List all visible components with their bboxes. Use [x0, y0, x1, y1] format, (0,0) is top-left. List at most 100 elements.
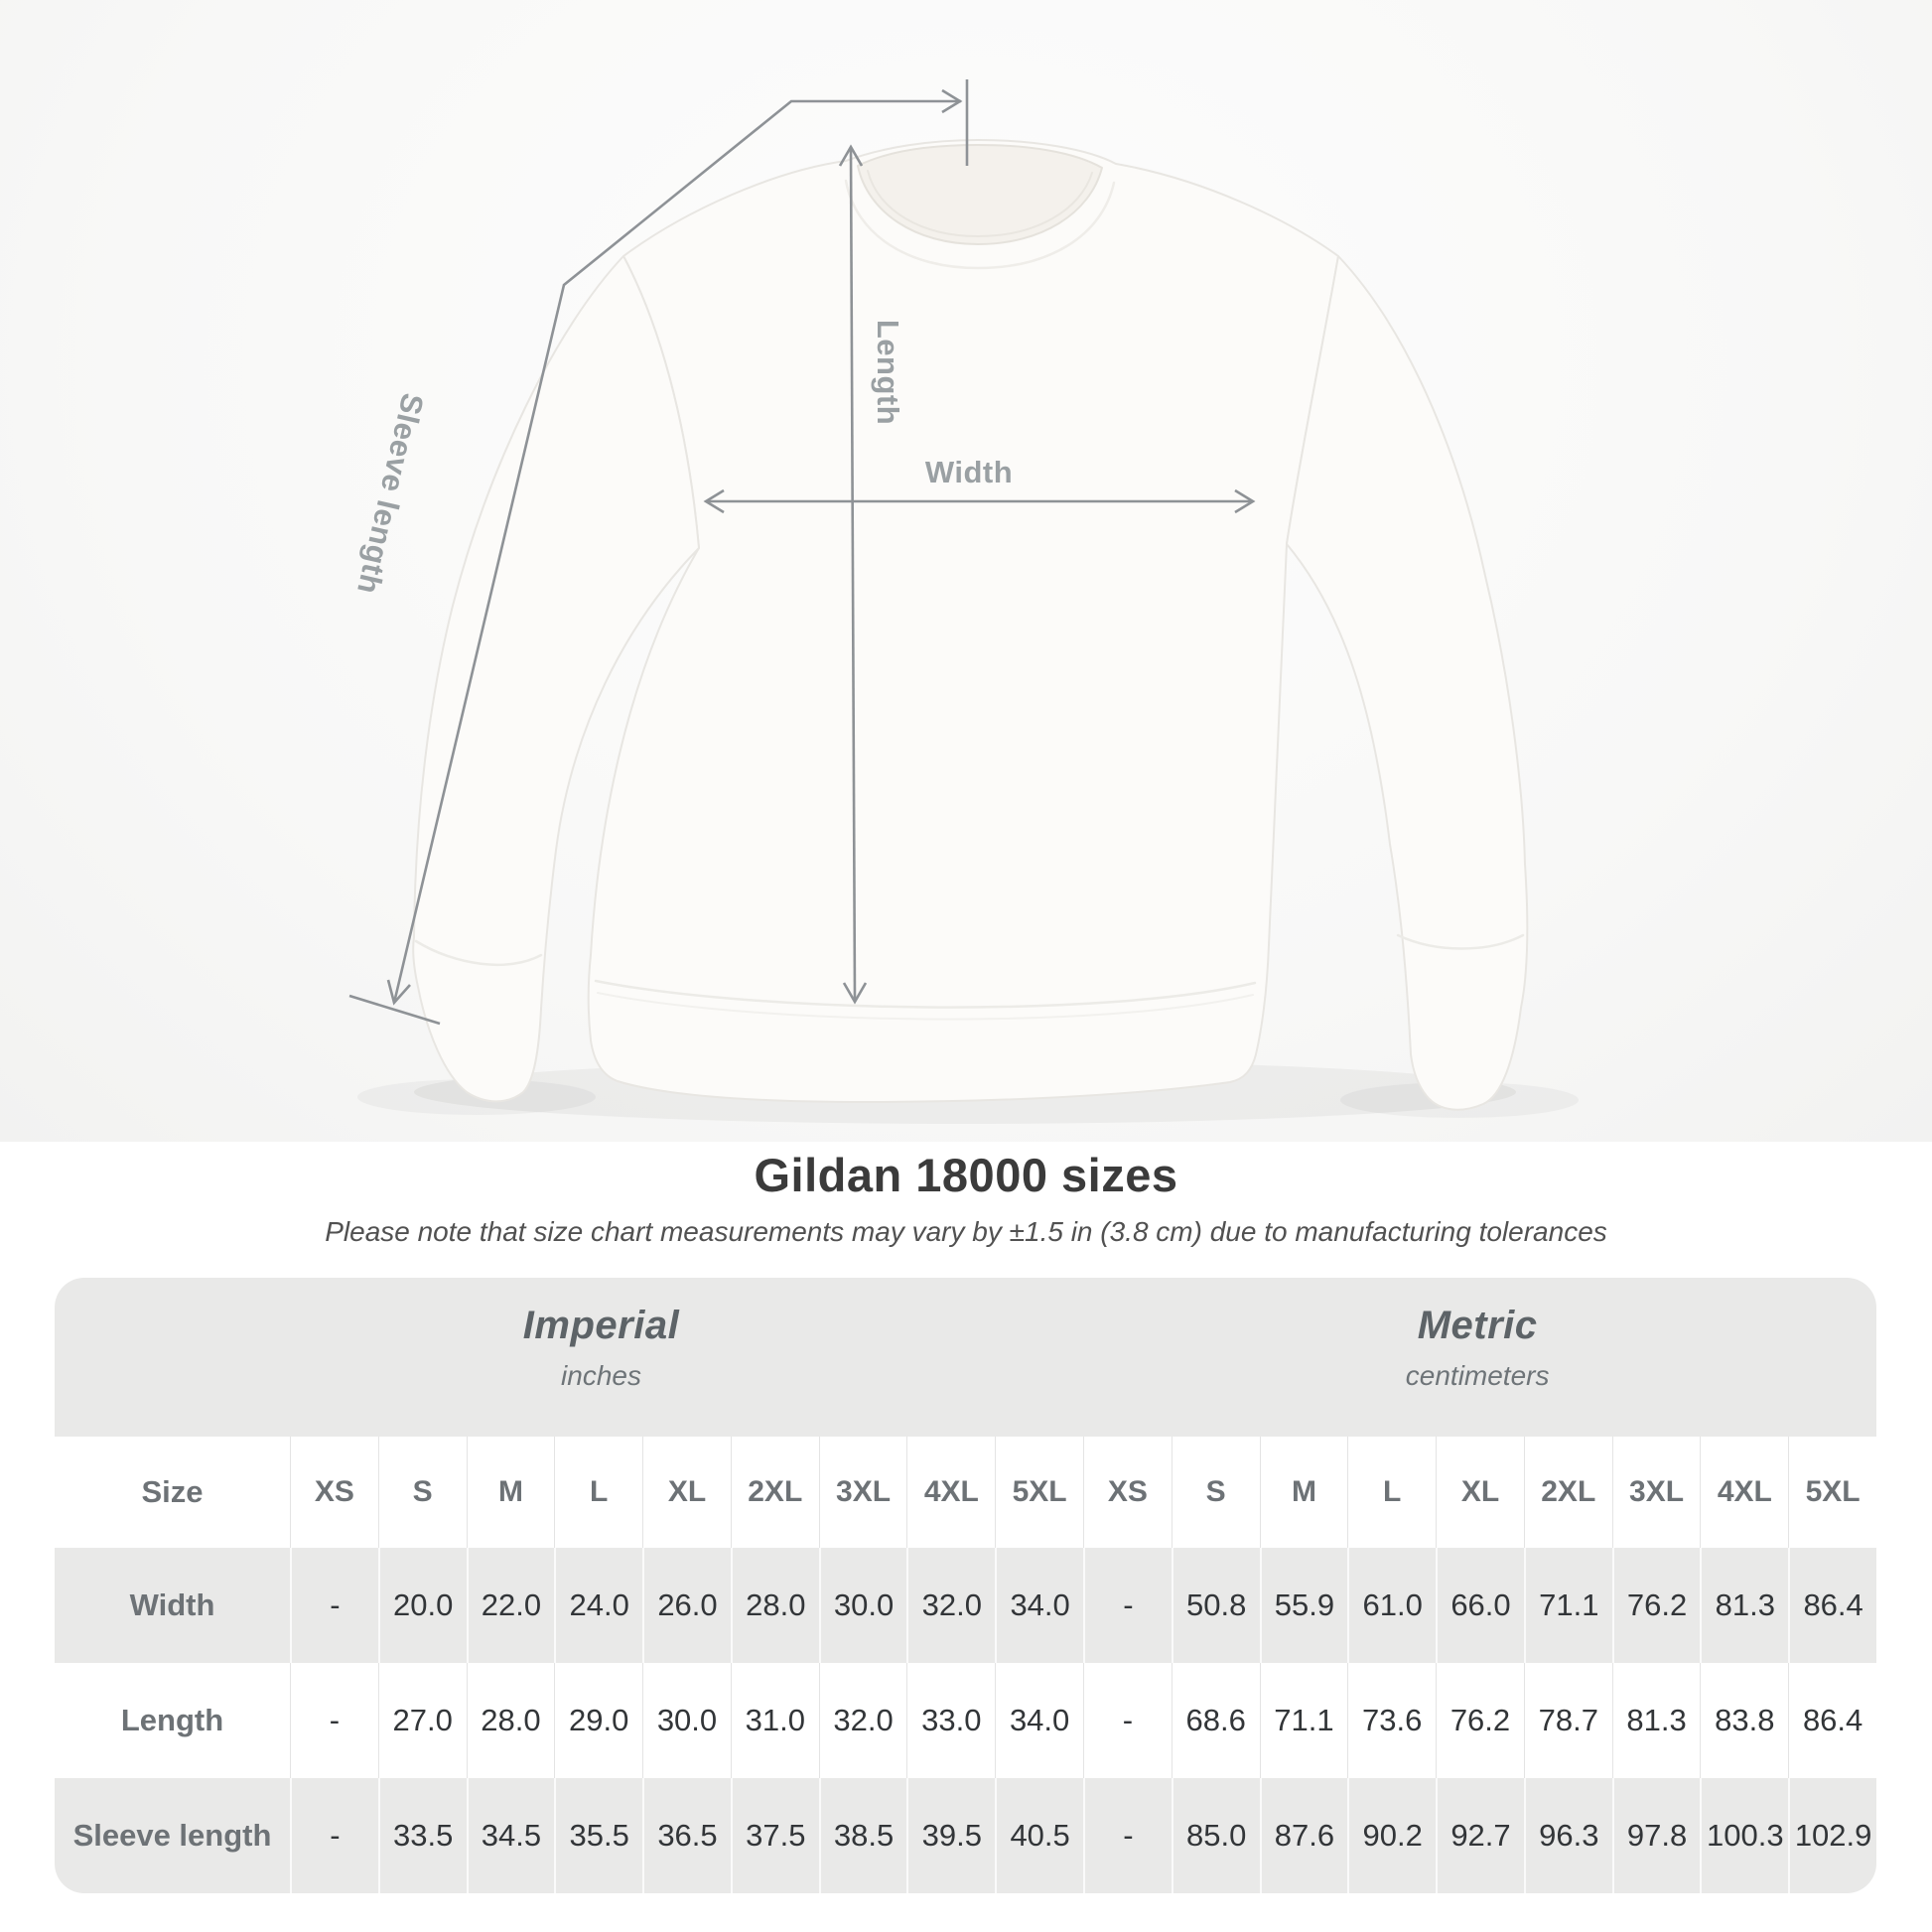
size-header-cell: M	[1259, 1437, 1348, 1548]
value-cell: -	[290, 1663, 378, 1778]
waistband-seam	[594, 979, 1257, 1009]
value-cell: 28.0	[466, 1663, 555, 1778]
value-cell: 22.0	[466, 1548, 555, 1663]
size-header-cell: 2XL	[1523, 1437, 1612, 1548]
value-cell: 35.5	[554, 1778, 642, 1893]
value-cell: 55.9	[1259, 1548, 1348, 1663]
size-header-cell: 5XL	[1788, 1437, 1876, 1548]
value-cell: 87.6	[1259, 1778, 1348, 1893]
page-title: Gildan 18000 sizes	[754, 1149, 1178, 1201]
value-cell: 34.0	[995, 1663, 1083, 1778]
value-cell: 38.5	[818, 1778, 907, 1893]
value-cell: -	[1083, 1663, 1172, 1778]
size-header-cell: XS	[290, 1437, 378, 1548]
size-header-cell: 3XL	[1611, 1437, 1701, 1548]
value-cell: 30.0	[818, 1548, 907, 1663]
imperial-group-unit: inches	[561, 1360, 641, 1391]
size-header-cell: S	[1171, 1437, 1260, 1548]
width-measure-line	[703, 488, 1256, 514]
left-cuff-seam	[414, 939, 543, 966]
size-header-cell: 3XL	[818, 1437, 907, 1548]
value-cell: 100.3	[1700, 1778, 1788, 1893]
size-header-cell: 4XL	[906, 1437, 996, 1548]
value-cell: 66.0	[1436, 1548, 1524, 1663]
size-header-cell: 2XL	[730, 1437, 819, 1548]
row-label-cell: Width	[129, 1587, 215, 1622]
value-cell: 34.5	[466, 1778, 555, 1893]
unit-group-band: Imperial inches Metric centimeters	[55, 1278, 1876, 1437]
waistband-seam-2	[597, 992, 1254, 1021]
value-cell: 81.3	[1611, 1663, 1701, 1778]
value-cell: 39.5	[906, 1778, 995, 1893]
size-header-cell: XS	[1083, 1437, 1172, 1548]
value-cell: -	[290, 1548, 378, 1663]
value-cell: 28.0	[730, 1548, 819, 1663]
value-cell: 83.8	[1700, 1663, 1789, 1778]
value-cell: 73.6	[1347, 1663, 1437, 1778]
measurement-overlay	[348, 79, 1256, 1026]
size-header-cell: L	[554, 1437, 643, 1548]
size-chart-grid: Size XS S M L XL 2XL 3XL 4XL 5XL XS S M L XL 2XL 3XL 4XL 5…	[55, 1437, 1876, 1893]
value-cell: 81.3	[1700, 1548, 1788, 1663]
size-column-header: Size	[55, 1437, 290, 1548]
value-cell: 86.4	[1788, 1663, 1876, 1778]
sweatshirt-collar-opening	[857, 144, 1103, 245]
sleeve-measure-line	[348, 79, 969, 1026]
metric-group-header: Metric centimeters	[1406, 1304, 1550, 1392]
imperial-group-header: Imperial inches	[523, 1304, 679, 1392]
sweatshirt-left-sleeve	[412, 255, 700, 1103]
value-cell: 32.0	[818, 1663, 907, 1778]
size-header-cell: 5XL	[995, 1437, 1083, 1548]
value-cell: 97.8	[1611, 1778, 1701, 1893]
value-cell: 31.0	[730, 1663, 819, 1778]
value-cell: 78.7	[1523, 1663, 1612, 1778]
value-cell: 20.0	[377, 1548, 467, 1663]
value-cell: 71.1	[1523, 1548, 1612, 1663]
value-cell: 36.5	[642, 1778, 731, 1893]
value-cell: 37.5	[730, 1778, 819, 1893]
value-cell: 102.9	[1788, 1778, 1876, 1893]
value-cell: 26.0	[642, 1548, 731, 1663]
right-cuff-seam	[1396, 933, 1525, 950]
size-chart-table: Imperial inches Metric centimeters Size X…	[55, 1278, 1876, 1893]
collar-outer-stitch	[844, 179, 1116, 270]
value-cell: 85.0	[1171, 1778, 1260, 1893]
value-cell: 96.3	[1523, 1778, 1612, 1893]
row-label-cell: Sleeve length	[72, 1818, 272, 1853]
value-cell: 40.5	[995, 1778, 1083, 1893]
imperial-group-label: Imperial	[522, 1304, 680, 1347]
size-header-cell: S	[377, 1437, 467, 1548]
value-cell: 90.2	[1347, 1778, 1436, 1893]
value-cell: 71.1	[1259, 1663, 1348, 1778]
size-header-cell: L	[1347, 1437, 1437, 1548]
product-photo: Length Width Sleeve length	[0, 0, 1932, 1142]
collar-inner-stitch	[867, 170, 1093, 237]
value-cell: 24.0	[554, 1548, 642, 1663]
sweatshirt-size-diagram: Length Width Sleeve length	[348, 79, 1529, 1124]
value-cell: 92.7	[1436, 1778, 1524, 1893]
value-cell: 27.0	[377, 1663, 467, 1778]
tolerance-note: Please note that size chart measurements…	[325, 1216, 1607, 1247]
value-cell: 33.5	[377, 1778, 467, 1893]
value-cell: -	[290, 1778, 378, 1893]
value-cell: 86.4	[1788, 1548, 1876, 1663]
length-measure-label: Length	[871, 320, 905, 425]
value-cell: 76.2	[1436, 1663, 1524, 1778]
value-cell: 34.0	[995, 1548, 1083, 1663]
sweatshirt-illustration	[412, 139, 1529, 1111]
sleeve-measure-label: Sleeve length	[350, 390, 431, 598]
value-cell: 61.0	[1347, 1548, 1436, 1663]
value-cell: 30.0	[642, 1663, 731, 1778]
value-cell: 29.0	[554, 1663, 643, 1778]
size-header-cell: M	[466, 1437, 555, 1548]
metric-group-unit: centimeters	[1405, 1360, 1550, 1391]
sweatshirt-right-sleeve	[1286, 255, 1529, 1111]
value-cell: 50.8	[1171, 1548, 1260, 1663]
size-header-cell: XL	[642, 1437, 731, 1548]
value-cell: 33.0	[906, 1663, 996, 1778]
size-header-cell: 4XL	[1700, 1437, 1789, 1548]
value-cell: 32.0	[906, 1548, 995, 1663]
row-label-cell: Length	[55, 1663, 290, 1778]
width-measure-label: Width	[925, 455, 1013, 489]
value-cell: 68.6	[1171, 1663, 1260, 1778]
